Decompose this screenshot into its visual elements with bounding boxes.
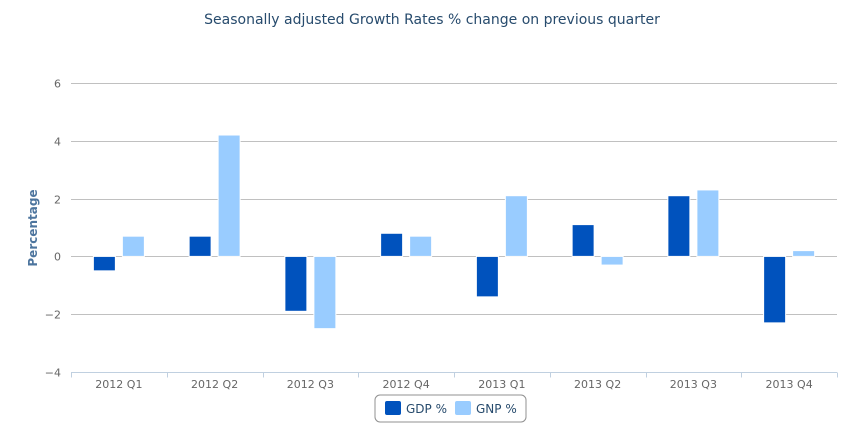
y-tick-label: −4 — [45, 367, 61, 380]
y-tick-label: 4 — [54, 136, 61, 149]
bar-gdp-2013-q2[interactable] — [571, 224, 595, 257]
y-tick-label: 2 — [54, 194, 61, 207]
bar-gnp-2013-q4[interactable] — [792, 250, 816, 257]
x-axis: 2012 Q1 2012 Q2 2012 Q3 2012 Q4 2013 Q1 2013 … — [71, 372, 838, 391]
x-tick-label: 2012 Q1 — [95, 378, 142, 391]
x-tick-label: 2012 Q2 — [191, 378, 238, 391]
bar-gnp-2012-q2[interactable] — [217, 134, 241, 257]
legend-swatch-gdp[interactable] — [385, 401, 401, 415]
x-tick-label: 2013 Q1 — [478, 378, 525, 391]
gridlines — [71, 83, 837, 315]
y-tick-label: 6 — [54, 78, 61, 91]
legend-label-gnp[interactable]: GNP % — [476, 402, 517, 416]
bar-gnp-2013-q3[interactable] — [696, 189, 720, 257]
y-axis-ticks: 6 4 2 0 −2 −4 — [45, 78, 61, 380]
x-tick-label: 2013 Q3 — [670, 378, 717, 391]
bar-gnp-2012-q1[interactable] — [121, 235, 145, 257]
x-tick-label: 2013 Q2 — [574, 378, 621, 391]
bars — [92, 134, 816, 330]
chart-title: Seasonally adjusted Growth Rates % chang… — [204, 12, 660, 28]
x-tick-label: 2012 Q3 — [287, 378, 334, 391]
bar-gdp-2012-q1[interactable] — [92, 255, 116, 272]
bar-gdp-2012-q2[interactable] — [188, 235, 212, 257]
legend[interactable]: GDP % GNP % — [374, 394, 527, 423]
bar-gnp-2013-q2[interactable] — [600, 255, 624, 266]
bar-gdp-2013-q4[interactable] — [763, 255, 787, 324]
bar-gdp-2013-q1[interactable] — [475, 255, 499, 298]
bar-gnp-2012-q3[interactable] — [313, 255, 337, 330]
bar-gnp-2013-q1[interactable] — [504, 195, 528, 257]
legend-label-gdp[interactable]: GDP % — [406, 402, 447, 416]
x-tick-label: 2012 Q4 — [383, 378, 430, 391]
bar-gdp-2013-q3[interactable] — [667, 195, 691, 257]
y-tick-label: 0 — [54, 251, 61, 264]
bar-gdp-2012-q3[interactable] — [284, 255, 308, 312]
bar-gdp-2012-q4[interactable] — [380, 232, 404, 257]
y-axis-label: Percentage — [26, 189, 40, 266]
legend-box — [374, 394, 527, 423]
y-tick-label: −2 — [45, 309, 61, 322]
x-tick-label: 2013 Q4 — [766, 378, 813, 391]
legend-swatch-gnp[interactable] — [455, 401, 471, 415]
bar-gnp-2012-q4[interactable] — [409, 235, 433, 257]
